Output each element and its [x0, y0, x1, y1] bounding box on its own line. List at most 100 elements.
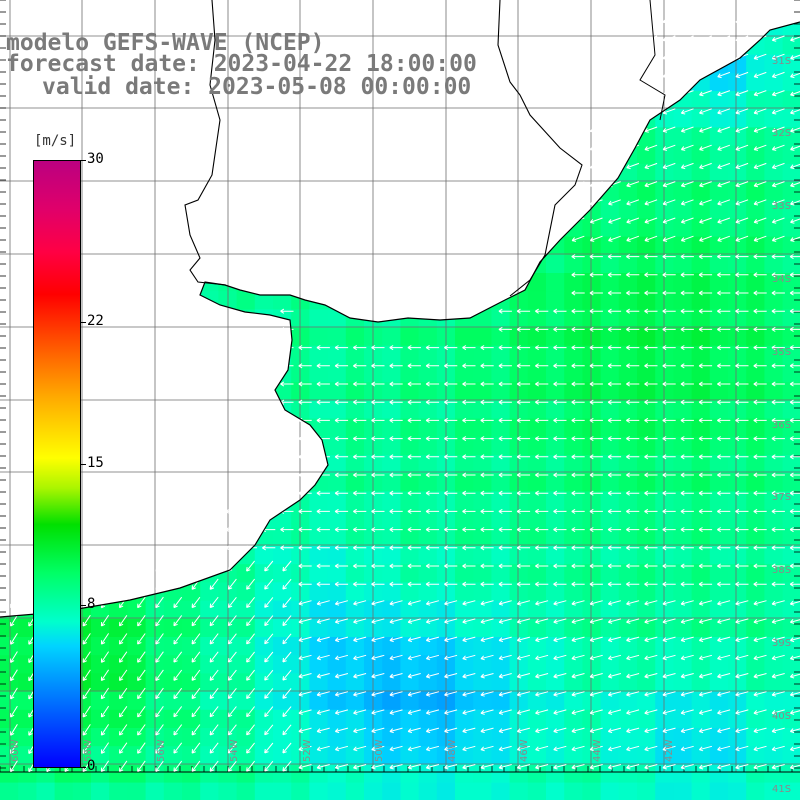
wind-arrow [371, 472, 385, 478]
wind-arrow [680, 235, 694, 242]
wind-cell [546, 400, 565, 420]
wind-cell [273, 782, 292, 800]
wind-arrow [516, 508, 531, 514]
wind-cell [728, 600, 747, 620]
wind-arrow [644, 199, 658, 206]
wind-cell [728, 691, 747, 711]
wind-cell [764, 200, 784, 219]
wind-cell [673, 527, 693, 547]
wind-arrow [282, 669, 292, 681]
wind-cell [637, 564, 656, 583]
wind-arrow [699, 126, 712, 133]
lon-label: 54W [229, 739, 240, 762]
wind-cell [345, 618, 365, 638]
wind-arrow [589, 691, 603, 697]
wind-arrow [662, 490, 676, 496]
wind-arrow [790, 72, 800, 79]
wind-arrow [516, 417, 531, 423]
wind-arrow [589, 181, 603, 188]
wind-cell [455, 546, 474, 565]
wind-arrow [771, 90, 785, 97]
wind-cell [655, 218, 674, 238]
wind-cell [637, 182, 656, 201]
wind-arrow [626, 563, 640, 569]
wind-arrow [480, 527, 494, 533]
wind-cell [600, 564, 620, 583]
wind-cell [491, 655, 511, 674]
wind-cell [618, 236, 638, 256]
wind-arrow [789, 527, 800, 533]
wind-cell [400, 709, 420, 729]
wind-cell [291, 637, 310, 656]
wind-cell [254, 728, 274, 747]
wind-cell [655, 673, 674, 693]
wind-cell [127, 600, 147, 620]
wind-cell [618, 709, 638, 729]
wind-cell [764, 273, 784, 292]
wind-arrow [553, 745, 567, 752]
wind-cell [691, 273, 711, 292]
wind-cell [400, 527, 420, 547]
wind-arrow [553, 527, 567, 533]
wind-arrow [243, 436, 258, 442]
wind-arrow [262, 490, 276, 496]
wind-arrow [225, 545, 239, 551]
wind-cell [691, 91, 711, 110]
wind-cell [728, 236, 747, 256]
wind-arrow [589, 618, 603, 624]
wind-arrow [264, 669, 274, 681]
wind-cell [673, 509, 693, 529]
wind-cell [600, 673, 620, 693]
wind-arrow [607, 654, 622, 661]
wind-cell [382, 782, 401, 800]
wind-cell [418, 345, 438, 365]
wind-arrow [246, 760, 255, 772]
wind-arrow [626, 199, 640, 206]
wind-cell [764, 72, 784, 92]
wind-arrow [462, 581, 476, 587]
wind-arrow [789, 399, 800, 405]
wind-cell [546, 436, 565, 456]
wind-arrow [735, 527, 749, 533]
wind-arrow [353, 363, 367, 369]
wind-arrow [717, 745, 731, 752]
wind-arrow [516, 527, 531, 533]
wind-cell [491, 764, 511, 784]
wind-cell [236, 291, 256, 310]
wind-cell [582, 709, 602, 729]
wind-arrow [444, 545, 458, 551]
wind-cell [582, 564, 602, 583]
wind-arrow [264, 706, 274, 718]
wind-cell [18, 691, 37, 711]
wind-arrow [155, 724, 164, 736]
wind-arrow [662, 53, 676, 60]
wind-cell [327, 418, 347, 438]
wind-cell [746, 273, 765, 292]
wind-cell [491, 691, 511, 711]
wind-cell [400, 655, 420, 674]
wind-cell [709, 455, 729, 474]
wind-cell [54, 764, 74, 784]
wind-cell [600, 527, 620, 547]
wind-cell [782, 218, 800, 238]
wind-arrow [10, 742, 18, 754]
wind-arrow [790, 18, 800, 24]
wind-cell [637, 546, 656, 565]
wind-arrow [264, 615, 274, 627]
wind-cell [254, 782, 274, 800]
wind-cell [418, 400, 438, 420]
wind-cell [546, 564, 565, 583]
wind-cell [673, 309, 693, 329]
wind-arrow [680, 417, 694, 423]
wind-arrow [789, 545, 800, 551]
wind-cell [782, 418, 800, 438]
wind-cell [709, 309, 729, 329]
wind-arrow [626, 181, 640, 188]
wind-cell [728, 673, 747, 693]
wind-arrow [589, 563, 603, 569]
wind-cell [691, 509, 711, 529]
wind-arrow [535, 764, 549, 770]
wind-cell [473, 491, 492, 511]
wind-cell [709, 746, 729, 765]
lat-label: 31S [772, 56, 791, 67]
